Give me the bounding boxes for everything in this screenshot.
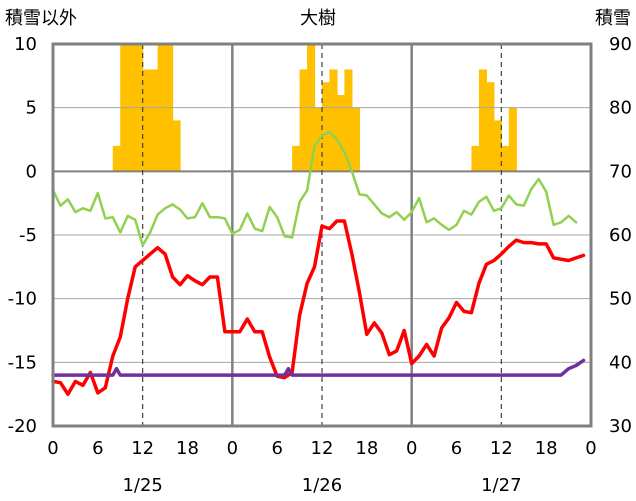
x-tick-label: 0 [406, 438, 417, 459]
x-tick-label: 6 [451, 438, 462, 459]
x-tick-label: 12 [311, 438, 334, 459]
precip-bar [508, 107, 517, 172]
x-tick-label: 6 [92, 438, 103, 459]
x-tick-label: 18 [176, 438, 199, 459]
right-tick-label: 90 [609, 34, 632, 55]
x-axis-ticks: 0 6 12 18 0 6 12 18 0 6 12 18 0 [47, 438, 596, 459]
left-axis-ticks: 10 5 0 -5 -10 -15 -20 [8, 34, 37, 437]
day-label: 1/26 [302, 475, 342, 496]
precip-bar [471, 145, 480, 172]
right-axis-ticks: 90 80 70 60 50 40 30 [609, 34, 632, 437]
right-tick-label: 70 [609, 161, 632, 182]
right-tick-label: 40 [609, 352, 632, 373]
precip-bar [478, 69, 487, 172]
left-tick-label: -5 [19, 225, 37, 246]
precip-bar [493, 120, 502, 172]
x-tick-label: 12 [490, 438, 513, 459]
right-tick-label: 50 [609, 289, 632, 310]
x-tick-label: 12 [131, 438, 154, 459]
x-tick-label: 18 [535, 438, 558, 459]
right-tick-label: 80 [609, 98, 632, 119]
precip-bar [112, 145, 121, 172]
precip-bar [142, 69, 151, 172]
x-tick-label: 0 [227, 438, 238, 459]
x-tick-label: 6 [271, 438, 282, 459]
chart-title: 大樹 [300, 8, 336, 29]
temperature-line [51, 219, 586, 396]
plot-frame [51, 42, 593, 428]
precip-bar [501, 145, 510, 172]
left-tick-label: 0 [26, 161, 37, 182]
wind-line [51, 130, 578, 247]
left-tick-label: -15 [8, 352, 37, 373]
snow_depth-line [51, 358, 586, 377]
x-tick-label: 18 [355, 438, 378, 459]
precip-bar [299, 69, 308, 172]
day-label: 1/27 [481, 475, 521, 496]
left-tick-label: -20 [8, 416, 37, 437]
precip-bar [150, 69, 159, 172]
x-axis-day-labels: 1/25 1/26 1/27 [122, 475, 521, 496]
day-label: 1/25 [122, 475, 162, 496]
left-axis-label: 積雪以外 [5, 8, 77, 29]
precip-bar [292, 145, 301, 172]
left-tick-label: -10 [8, 289, 37, 310]
line-series [51, 130, 586, 396]
left-tick-label: 5 [26, 98, 37, 119]
precip-bar [351, 107, 360, 172]
precip-bar [486, 82, 495, 172]
precip-bar [344, 69, 353, 172]
right-tick-label: 30 [609, 416, 632, 437]
precip-bar [329, 69, 338, 172]
x-tick-label: 0 [47, 438, 58, 459]
left-tick-label: 10 [14, 34, 37, 55]
x-tick-label: 0 [585, 438, 596, 459]
right-tick-label: 60 [609, 225, 632, 246]
precip-bar [322, 82, 331, 172]
right-axis-label: 積雪 [595, 8, 631, 29]
precip-bar [336, 94, 346, 172]
precip-bar [172, 120, 181, 172]
